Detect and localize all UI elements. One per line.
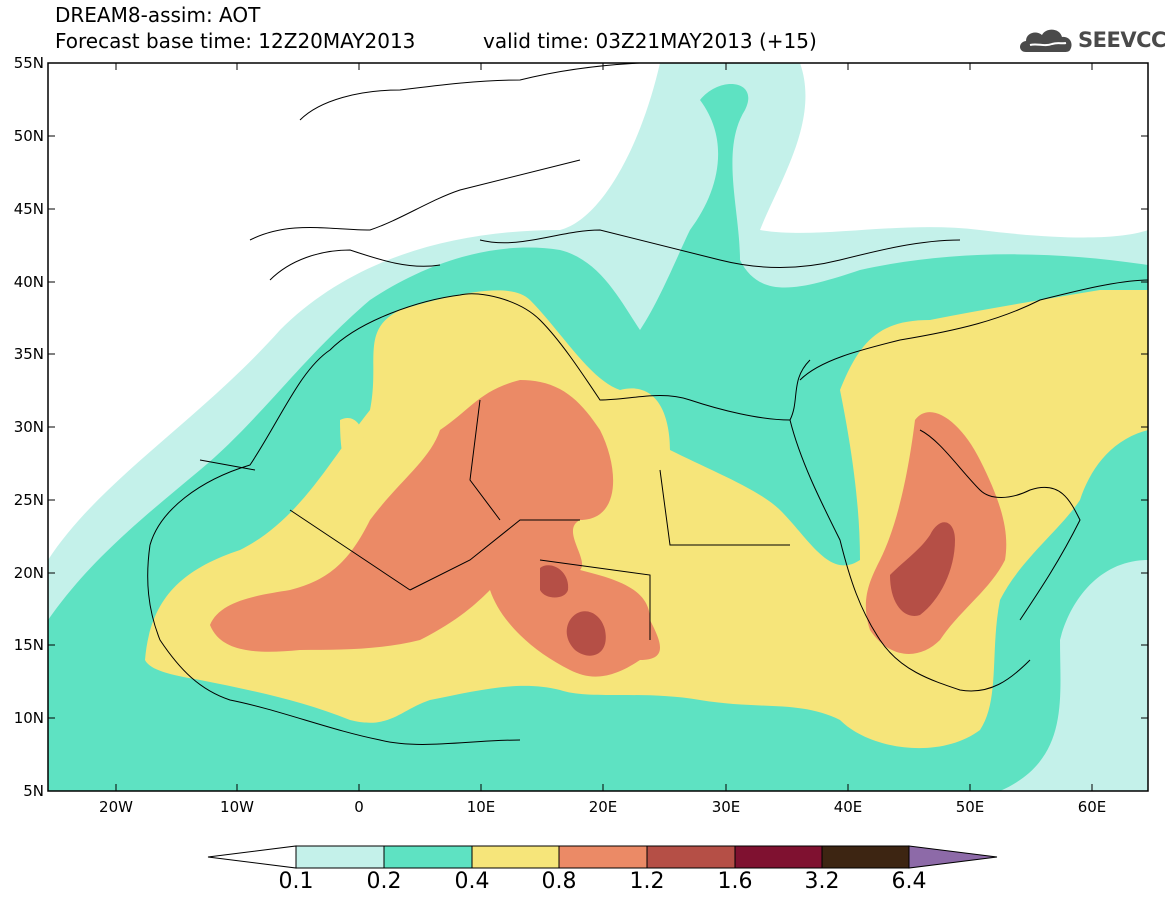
colorbar-label: 1.6 — [717, 869, 753, 894]
lon-ticks — [115, 63, 1093, 791]
colorbar-label: 6.4 — [891, 869, 927, 894]
colorbar-swatch-3 — [471, 845, 560, 869]
lon-label: 20W — [99, 798, 133, 816]
lon-label: 40E — [833, 798, 863, 816]
colorbar-swatch-7 — [821, 845, 910, 869]
colorbar-swatch-1 — [295, 845, 385, 869]
colorbar-swatch-6 — [734, 845, 823, 869]
lat-label: 35N — [13, 345, 44, 363]
lat-label: 20N — [13, 564, 44, 582]
seevccc-logo: SEEVCCC — [1016, 22, 1165, 58]
logo-text: SEEVCCC — [1078, 28, 1165, 52]
lat-label: 40N — [13, 273, 44, 291]
map-title: DREAM8-assim: AOT — [55, 3, 261, 27]
lat-label: 30N — [13, 418, 44, 436]
colorbar — [207, 845, 998, 869]
colorbar-swatch-5 — [646, 845, 736, 869]
lon-label: 20E — [588, 798, 618, 816]
valid-time: valid time: 03Z21MAY2013 (+15) — [483, 29, 817, 53]
aot-contour-1.2 — [540, 522, 955, 656]
colorbar-label: 0.2 — [366, 869, 402, 894]
lon-label: 10E — [466, 798, 496, 816]
colorbar-low-arrow — [207, 845, 297, 869]
lat-label: 10N — [13, 709, 44, 727]
lat-label: 50N — [13, 127, 44, 145]
colorbar-swatch-2 — [383, 845, 473, 869]
colorbar-label: 1.2 — [629, 869, 665, 894]
lat-label: 15N — [13, 636, 44, 654]
lon-label: 0 — [354, 798, 364, 816]
colorbar-label: 0.8 — [541, 869, 577, 894]
colorbar-label: 3.2 — [804, 869, 840, 894]
lon-label: 30E — [711, 798, 741, 816]
colorbar-swatch-4 — [558, 845, 648, 869]
lat-ticks — [48, 62, 1148, 792]
lon-label: 10W — [220, 798, 254, 816]
lat-label: 55N — [13, 54, 44, 72]
lon-label: 60E — [1077, 798, 1107, 816]
cloud-icon — [1020, 29, 1072, 52]
lat-label: 45N — [13, 200, 44, 218]
colorbar-label: 0.1 — [278, 869, 314, 894]
lon-label: 50E — [955, 798, 985, 816]
lat-label: 5N — [23, 782, 44, 800]
colorbar-label: 0.4 — [454, 869, 490, 894]
coastlines — [147, 63, 1148, 745]
colorbar-high-arrow — [908, 845, 998, 869]
lat-label: 25N — [13, 491, 44, 509]
forecast-base-time: Forecast base time: 12Z20MAY2013 — [55, 29, 416, 53]
